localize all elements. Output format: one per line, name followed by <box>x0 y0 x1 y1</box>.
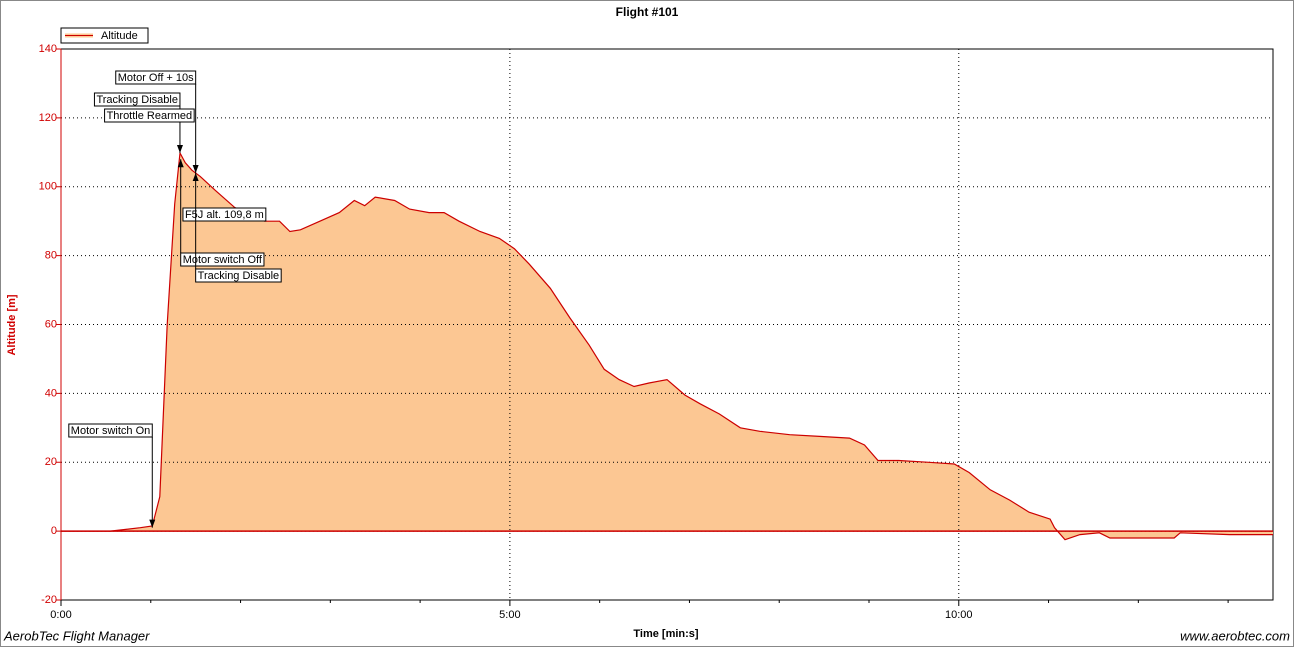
legend-box <box>60 27 149 44</box>
annotation-label: Motor switch Off <box>183 254 263 266</box>
y-tick-label: 120 <box>39 112 57 124</box>
chart-title: Flight #101 <box>616 5 679 19</box>
annotation-box <box>68 423 153 438</box>
area-fill <box>61 153 1273 540</box>
x-tick-label: 0:00 <box>50 609 71 621</box>
y-axis-label: Altitude [m] <box>6 294 18 355</box>
annotation-box <box>104 108 195 123</box>
annotation-arrowhead <box>192 172 199 181</box>
footer-right: www.aerobtec.com <box>1180 628 1290 643</box>
annotation-label: Throttle Rearmed <box>107 110 193 122</box>
annotation-label: Tracking Disable <box>198 270 280 282</box>
annotation-box <box>195 268 282 283</box>
y-tick-label: 140 <box>39 43 57 55</box>
annotation-arrowhead <box>192 164 199 173</box>
altitude-line <box>61 151 1273 541</box>
annotation-box <box>115 70 197 85</box>
y-tick-label: 100 <box>39 181 57 193</box>
annotation-arrowhead <box>149 519 156 528</box>
x-tick-label: 5:00 <box>499 609 520 621</box>
y-tick-label: 20 <box>45 456 57 468</box>
annotation-label: Motor Off + 10s <box>118 72 194 84</box>
y-tick-label: -20 <box>41 594 57 606</box>
annotation-arrowhead <box>177 159 184 168</box>
annotation-label: F5J alt. 109,8 m <box>185 209 264 221</box>
y-tick-label: 0 <box>51 525 57 537</box>
x-axis-label: Time [min:s] <box>633 628 699 640</box>
annotation-box <box>180 252 265 267</box>
annotation-arrowhead <box>176 145 183 154</box>
y-tick-label: 60 <box>45 318 57 330</box>
y-tick-label: 40 <box>45 387 57 399</box>
legend-label: Altitude <box>101 30 138 42</box>
annotation-box <box>182 207 267 222</box>
annotation-label: Tracking Disable <box>96 94 178 106</box>
annotation-label: Motor switch On <box>71 425 150 437</box>
annotation-box <box>93 92 181 107</box>
footer-left: AerobTec Flight Manager <box>3 628 150 643</box>
x-tick-label: 10:00 <box>945 609 973 621</box>
y-tick-label: 80 <box>45 250 57 262</box>
